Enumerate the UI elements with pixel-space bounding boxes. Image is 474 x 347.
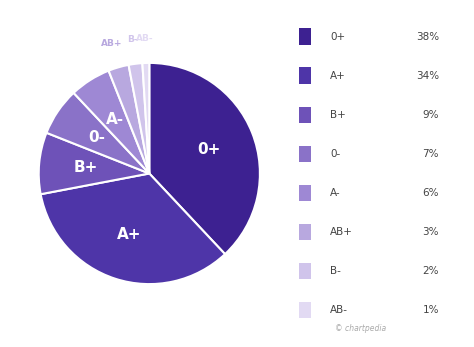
Text: 34%: 34% bbox=[416, 71, 439, 81]
Wedge shape bbox=[149, 63, 260, 254]
Wedge shape bbox=[128, 63, 149, 174]
Text: 0+: 0+ bbox=[197, 142, 220, 158]
Text: 9%: 9% bbox=[422, 110, 439, 120]
Wedge shape bbox=[109, 65, 149, 174]
Text: B+: B+ bbox=[330, 110, 346, 120]
Bar bbox=[299, 223, 311, 240]
Text: A-: A- bbox=[106, 112, 124, 127]
Text: AB+: AB+ bbox=[330, 227, 353, 237]
Text: 6%: 6% bbox=[422, 188, 439, 198]
Text: 0+: 0+ bbox=[330, 32, 346, 42]
Text: 1%: 1% bbox=[422, 305, 439, 315]
Text: AB-: AB- bbox=[330, 305, 348, 315]
Bar bbox=[299, 263, 311, 279]
Text: A+: A+ bbox=[330, 71, 346, 81]
Text: AB+: AB+ bbox=[101, 40, 122, 49]
Wedge shape bbox=[41, 174, 225, 284]
Text: 0-: 0- bbox=[88, 130, 105, 145]
Text: B-: B- bbox=[330, 266, 341, 276]
Bar bbox=[299, 302, 311, 318]
Text: B+: B+ bbox=[73, 160, 98, 175]
Text: © chartpedia: © chartpedia bbox=[335, 324, 386, 333]
Bar bbox=[299, 145, 311, 162]
Text: 7%: 7% bbox=[422, 149, 439, 159]
Wedge shape bbox=[39, 133, 149, 194]
Bar bbox=[299, 67, 311, 84]
Text: A-: A- bbox=[330, 188, 341, 198]
Wedge shape bbox=[142, 63, 149, 174]
Wedge shape bbox=[73, 71, 149, 174]
Wedge shape bbox=[46, 93, 149, 174]
Text: 38%: 38% bbox=[416, 32, 439, 42]
Text: A+: A+ bbox=[117, 227, 142, 242]
Text: AB-: AB- bbox=[136, 34, 154, 43]
Bar bbox=[299, 185, 311, 201]
Text: 0-: 0- bbox=[330, 149, 340, 159]
Text: B-: B- bbox=[127, 35, 138, 44]
Text: 3%: 3% bbox=[422, 227, 439, 237]
Bar bbox=[299, 107, 311, 123]
Text: 2%: 2% bbox=[422, 266, 439, 276]
Bar bbox=[299, 28, 311, 45]
